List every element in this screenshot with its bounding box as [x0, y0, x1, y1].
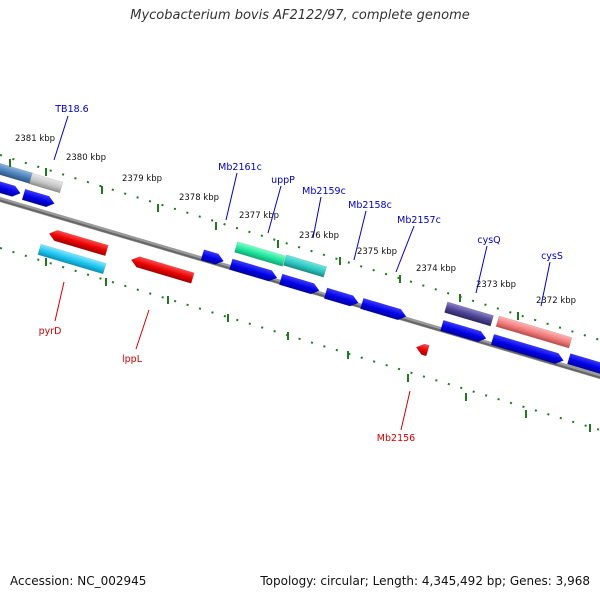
feature-mb2156 [415, 343, 430, 357]
gene-label-cyss: cysS [541, 251, 563, 262]
gene-leader-line [353, 210, 367, 261]
feature-cysq [444, 301, 494, 327]
gene-leader-line [395, 225, 415, 273]
kbp-label: 2377 kbp [239, 211, 279, 221]
kbp-label: 2376 kbp [299, 231, 339, 241]
feature-cyan [37, 243, 107, 275]
kbp-label: 2375 kbp [357, 247, 397, 257]
gene-label-cysq: cysQ [477, 235, 500, 246]
gene-label-mb2157c: Mb2157c [397, 215, 441, 226]
feature-mb2157c [360, 297, 407, 321]
outer-scale-line [0, 154, 600, 341]
feature-cysq-arrow [440, 319, 487, 343]
kbp-label: 2373 kbp [476, 280, 516, 290]
feature-mb2159c [282, 254, 328, 278]
gene-label-tb18.6: TB18.6 [54, 104, 88, 115]
feature-cyss-arrow [490, 333, 564, 365]
kbp-label: 2372 kbp [536, 296, 576, 306]
gene-label-uppp: uppP [271, 175, 295, 186]
feature-uppp [234, 241, 286, 267]
kbp-label: 2378 kbp [179, 193, 219, 203]
gene-leader-line [475, 245, 488, 294]
feature-mb2159c-arrow [278, 273, 320, 295]
feature-right-blue [567, 353, 600, 375]
feature-blue-2 [21, 188, 55, 208]
gene-leader-line [540, 261, 551, 307]
feature-tb-left [0, 160, 33, 184]
gene-label-mb2161c: Mb2161c [218, 162, 262, 173]
gene-label-pyrd: pyrD [39, 326, 62, 337]
gene-leader-line [53, 115, 69, 161]
kbp-label: 2374 kbp [416, 264, 456, 274]
gene-leader-line [400, 390, 411, 431]
feature-blue-3 [200, 249, 224, 265]
kbp-label: 2379 kbp [122, 174, 162, 184]
feature-lppl [130, 256, 195, 284]
feature-mb2158c [323, 287, 359, 307]
inner-scale-line [0, 247, 600, 431]
feature-pyrd [48, 229, 109, 257]
gene-label-mb2158c: Mb2158c [348, 200, 392, 211]
feature-tb18-6 [28, 172, 64, 194]
gene-leader-line [225, 172, 238, 221]
gene-label-mb2156: Mb2156 [377, 433, 415, 444]
gene-leader-line [135, 309, 150, 350]
kbp-label: 2380 kbp [66, 153, 106, 163]
gene-label-mb2159c: Mb2159c [302, 186, 346, 197]
kbp-label: 2381 kbp [15, 134, 55, 144]
feature-left-blue [0, 179, 21, 197]
gene-leader-line [267, 185, 282, 234]
feature-cyss [495, 315, 573, 349]
gene-label-lppl: lppL [122, 354, 143, 365]
accession-label: Accession: NC_002945 [10, 574, 147, 588]
genome-summary: Topology: circular; Length: 4,345,492 bp… [260, 574, 590, 588]
gene-leader-line [54, 281, 65, 322]
map-title: Mycobacterium bovis AF2122/97, complete … [130, 8, 470, 23]
feature-mb2161c [229, 258, 278, 282]
gene-leader-line [312, 196, 322, 239]
